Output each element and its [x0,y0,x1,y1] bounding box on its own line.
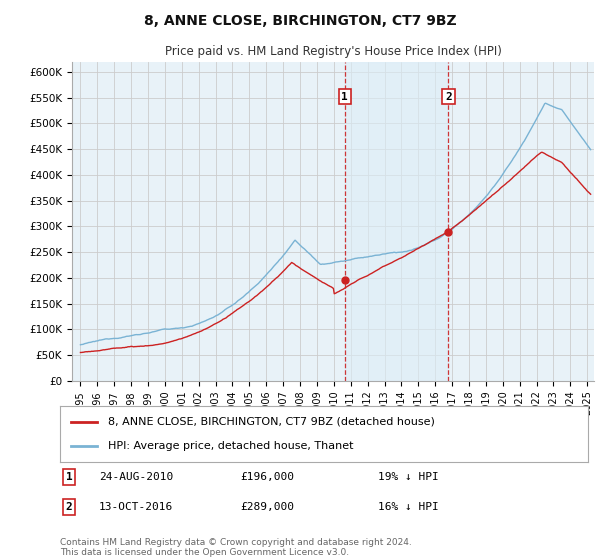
Text: £289,000: £289,000 [240,502,294,512]
Text: 2: 2 [445,92,452,102]
Text: 2: 2 [65,502,73,512]
Text: 16% ↓ HPI: 16% ↓ HPI [378,502,439,512]
Text: 1: 1 [341,92,348,102]
Text: Contains HM Land Registry data © Crown copyright and database right 2024.
This d: Contains HM Land Registry data © Crown c… [60,538,412,557]
Text: 13-OCT-2016: 13-OCT-2016 [99,502,173,512]
Text: 19% ↓ HPI: 19% ↓ HPI [378,472,439,482]
Text: £196,000: £196,000 [240,472,294,482]
Text: 8, ANNE CLOSE, BIRCHINGTON, CT7 9BZ: 8, ANNE CLOSE, BIRCHINGTON, CT7 9BZ [143,14,457,28]
Bar [345,62,448,381]
Text: 24-AUG-2010: 24-AUG-2010 [99,472,173,482]
Text: 8, ANNE CLOSE, BIRCHINGTON, CT7 9BZ (detached house): 8, ANNE CLOSE, BIRCHINGTON, CT7 9BZ (det… [107,417,434,427]
Title: Price paid vs. HM Land Registry's House Price Index (HPI): Price paid vs. HM Land Registry's House … [164,45,502,58]
Text: HPI: Average price, detached house, Thanet: HPI: Average price, detached house, Than… [107,441,353,451]
Text: 1: 1 [65,472,73,482]
